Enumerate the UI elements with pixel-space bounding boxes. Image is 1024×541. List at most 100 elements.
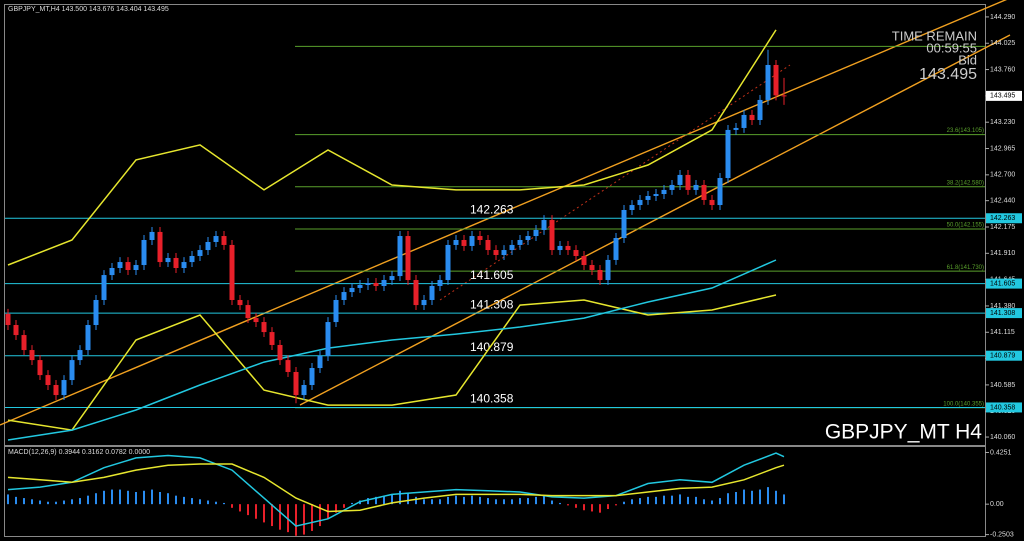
macd-bar bbox=[479, 496, 481, 505]
macd-bar bbox=[527, 498, 529, 505]
candle-body bbox=[181, 262, 187, 269]
macd-bar bbox=[7, 494, 9, 505]
macd-bar bbox=[151, 489, 153, 505]
level-axis-label: 141.308 bbox=[990, 310, 1015, 317]
macd-bar bbox=[543, 495, 545, 505]
candle-body bbox=[501, 250, 507, 255]
macd-bar bbox=[31, 499, 33, 505]
candle-body bbox=[381, 280, 387, 286]
macd-bar bbox=[311, 504, 313, 531]
candle-body bbox=[613, 238, 619, 260]
level-label: 140.358 bbox=[470, 392, 514, 406]
candle-body bbox=[741, 114, 747, 128]
candle-body bbox=[637, 199, 643, 206]
level-axis-label: 141.605 bbox=[990, 280, 1015, 287]
macd-bar bbox=[519, 498, 521, 505]
candle-body bbox=[533, 229, 539, 237]
candle-body bbox=[477, 236, 483, 240]
fib-label: 50.0(142.155) bbox=[947, 223, 984, 229]
macd-bar bbox=[431, 499, 433, 505]
level-axis-label: 140.879 bbox=[990, 353, 1015, 360]
candle-body bbox=[485, 239, 491, 251]
level-axis-label: 140.358 bbox=[990, 404, 1015, 411]
y-tick-label: -0.2503 bbox=[990, 531, 1014, 538]
y-tick-label: 141.910 bbox=[990, 250, 1015, 257]
y-tick-label: 143.230 bbox=[990, 119, 1015, 126]
candle-body bbox=[21, 335, 27, 351]
macd-bar bbox=[679, 494, 681, 505]
macd-bar bbox=[295, 504, 297, 536]
macd-bar bbox=[47, 501, 49, 505]
candle-body bbox=[461, 239, 467, 246]
y-tick-label: 143.495 bbox=[990, 93, 1015, 100]
y-tick-label: 142.440 bbox=[990, 198, 1015, 205]
macd-bar bbox=[191, 498, 193, 505]
level-box bbox=[986, 402, 1022, 413]
time-remain: 00:59:55 bbox=[926, 40, 977, 55]
candle-body bbox=[85, 325, 91, 351]
macd-bar bbox=[727, 493, 729, 505]
macd-bar bbox=[351, 502, 353, 505]
macd-bar bbox=[199, 499, 201, 505]
candle-body bbox=[45, 375, 51, 386]
candle-body bbox=[573, 250, 579, 256]
macd-bar bbox=[111, 489, 113, 505]
macd-bar bbox=[79, 498, 81, 505]
candle-body bbox=[509, 244, 515, 251]
candle-body bbox=[285, 360, 291, 372]
candle-body bbox=[53, 385, 59, 396]
macd-bar bbox=[455, 495, 457, 505]
macd-title: MACD(12,26,9) 0.3944 0.3162 0.0782 0.000… bbox=[8, 449, 150, 456]
candle-body bbox=[677, 174, 683, 185]
candle-body bbox=[77, 350, 83, 361]
candle-body bbox=[589, 265, 595, 270]
candle-body bbox=[117, 262, 123, 269]
macd-panel: 0.4251 0.00 -0.2503 bbox=[7, 449, 1014, 538]
level-box bbox=[986, 350, 1022, 361]
candle-body bbox=[333, 299, 339, 323]
candle-body bbox=[445, 244, 451, 281]
candle-body bbox=[733, 127, 739, 130]
candle-body bbox=[253, 318, 259, 323]
time-remain-label: TIME REMAIN bbox=[892, 28, 977, 43]
candle-body bbox=[69, 360, 75, 381]
macd-bar bbox=[55, 501, 57, 505]
candle-body bbox=[389, 276, 395, 281]
macd-bar bbox=[167, 493, 169, 505]
macd-bar bbox=[471, 495, 473, 505]
candle-body bbox=[109, 268, 115, 276]
candle-body bbox=[541, 220, 547, 230]
candle-body bbox=[293, 371, 299, 396]
main-panel: 23.6(143.105) 38.2(142.580) 50.0(142.155) 6… bbox=[5, 14, 1022, 441]
macd-bar bbox=[223, 502, 225, 505]
fib-label: 61.8(141.730) bbox=[947, 265, 984, 271]
macd-bar bbox=[623, 501, 625, 505]
y-tick-label: 0.4251 bbox=[990, 449, 1012, 456]
level-label: 140.879 bbox=[470, 340, 514, 354]
candle-body bbox=[781, 95, 787, 97]
level-axis-label: 142.263 bbox=[990, 215, 1015, 222]
macd-bar bbox=[599, 504, 601, 513]
y-tick-label: 0.00 bbox=[990, 501, 1004, 508]
candle-body bbox=[133, 265, 139, 270]
level-box bbox=[986, 213, 1022, 224]
candle-body bbox=[13, 325, 19, 336]
macd-bar bbox=[663, 495, 665, 505]
macd-bar bbox=[487, 498, 489, 505]
macd-bar bbox=[271, 504, 273, 527]
macd-bar bbox=[207, 500, 209, 505]
macd-bar bbox=[407, 493, 409, 505]
macd-bar bbox=[95, 493, 97, 505]
candle-body bbox=[261, 322, 267, 333]
macd-bar bbox=[735, 492, 737, 505]
bid-box bbox=[986, 90, 1022, 101]
macd-bar bbox=[127, 490, 129, 505]
macd-line bbox=[7, 452, 785, 527]
candle-body bbox=[173, 257, 179, 269]
fib-label: 38.2(142.580) bbox=[947, 180, 984, 186]
candle-body bbox=[565, 245, 571, 251]
macd-bar bbox=[143, 490, 145, 505]
macd-bar bbox=[375, 496, 377, 505]
overlay-line bbox=[7, 259, 777, 441]
